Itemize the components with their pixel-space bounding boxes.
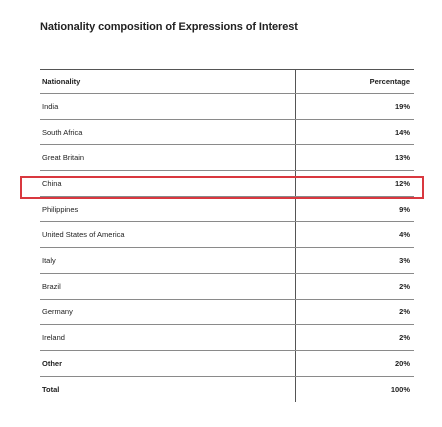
row-percentage: 20%: [394, 358, 410, 368]
row-nationality: United States of America: [40, 222, 296, 248]
row-percentage: 2%: [399, 307, 410, 317]
table-row-highlighted: China 12%: [40, 171, 414, 197]
table-row: Philippines 9%: [40, 196, 414, 223]
table-header-row: Nationality Percentage: [40, 69, 414, 94]
table-row: South Africa 14%: [40, 119, 414, 146]
total-label: Total: [40, 376, 296, 403]
table-row: Ireland 2%: [40, 325, 414, 351]
table-row: Other 20%: [40, 350, 414, 377]
table-row: Italy 3%: [40, 248, 414, 274]
row-percentage: 14%: [394, 127, 410, 137]
table-row: United States of America 4%: [40, 222, 414, 249]
row-percentage: 9%: [399, 204, 410, 214]
row-nationality: Brazil: [40, 273, 296, 299]
row-nationality: Great Britain: [40, 145, 296, 171]
row-percentage: 13%: [394, 153, 410, 163]
page-title: Nationality composition of Expressions o…: [40, 21, 298, 33]
row-percentage: 2%: [399, 281, 410, 291]
table-total-row: Total 100%: [40, 376, 414, 403]
row-nationality: Other: [40, 350, 296, 376]
row-percentage: 2%: [399, 333, 410, 343]
nationality-table: Nationality Percentage India 19% South A…: [40, 69, 414, 403]
row-nationality: Germany: [40, 299, 296, 325]
row-percentage: 4%: [399, 230, 410, 240]
header-percentage: Percentage: [369, 77, 410, 86]
row-nationality: South Africa: [40, 119, 296, 145]
row-nationality: Ireland: [40, 325, 296, 350]
row-nationality: India: [40, 94, 296, 119]
table-row: Brazil 2%: [40, 273, 414, 300]
row-nationality: Italy: [40, 248, 296, 273]
table-row: Germany 2%: [40, 299, 414, 326]
row-nationality: China: [40, 171, 296, 196]
header-nationality: Nationality: [40, 70, 296, 93]
row-percentage: 12%: [394, 178, 410, 188]
table-row: India 19%: [40, 94, 414, 120]
row-percentage: 3%: [399, 255, 410, 265]
row-percentage: 19%: [394, 101, 410, 111]
row-nationality: Philippines: [40, 196, 296, 222]
total-percentage: 100%: [390, 384, 410, 394]
table-row: Great Britain 13%: [40, 145, 414, 172]
highlight-box: [20, 176, 424, 199]
